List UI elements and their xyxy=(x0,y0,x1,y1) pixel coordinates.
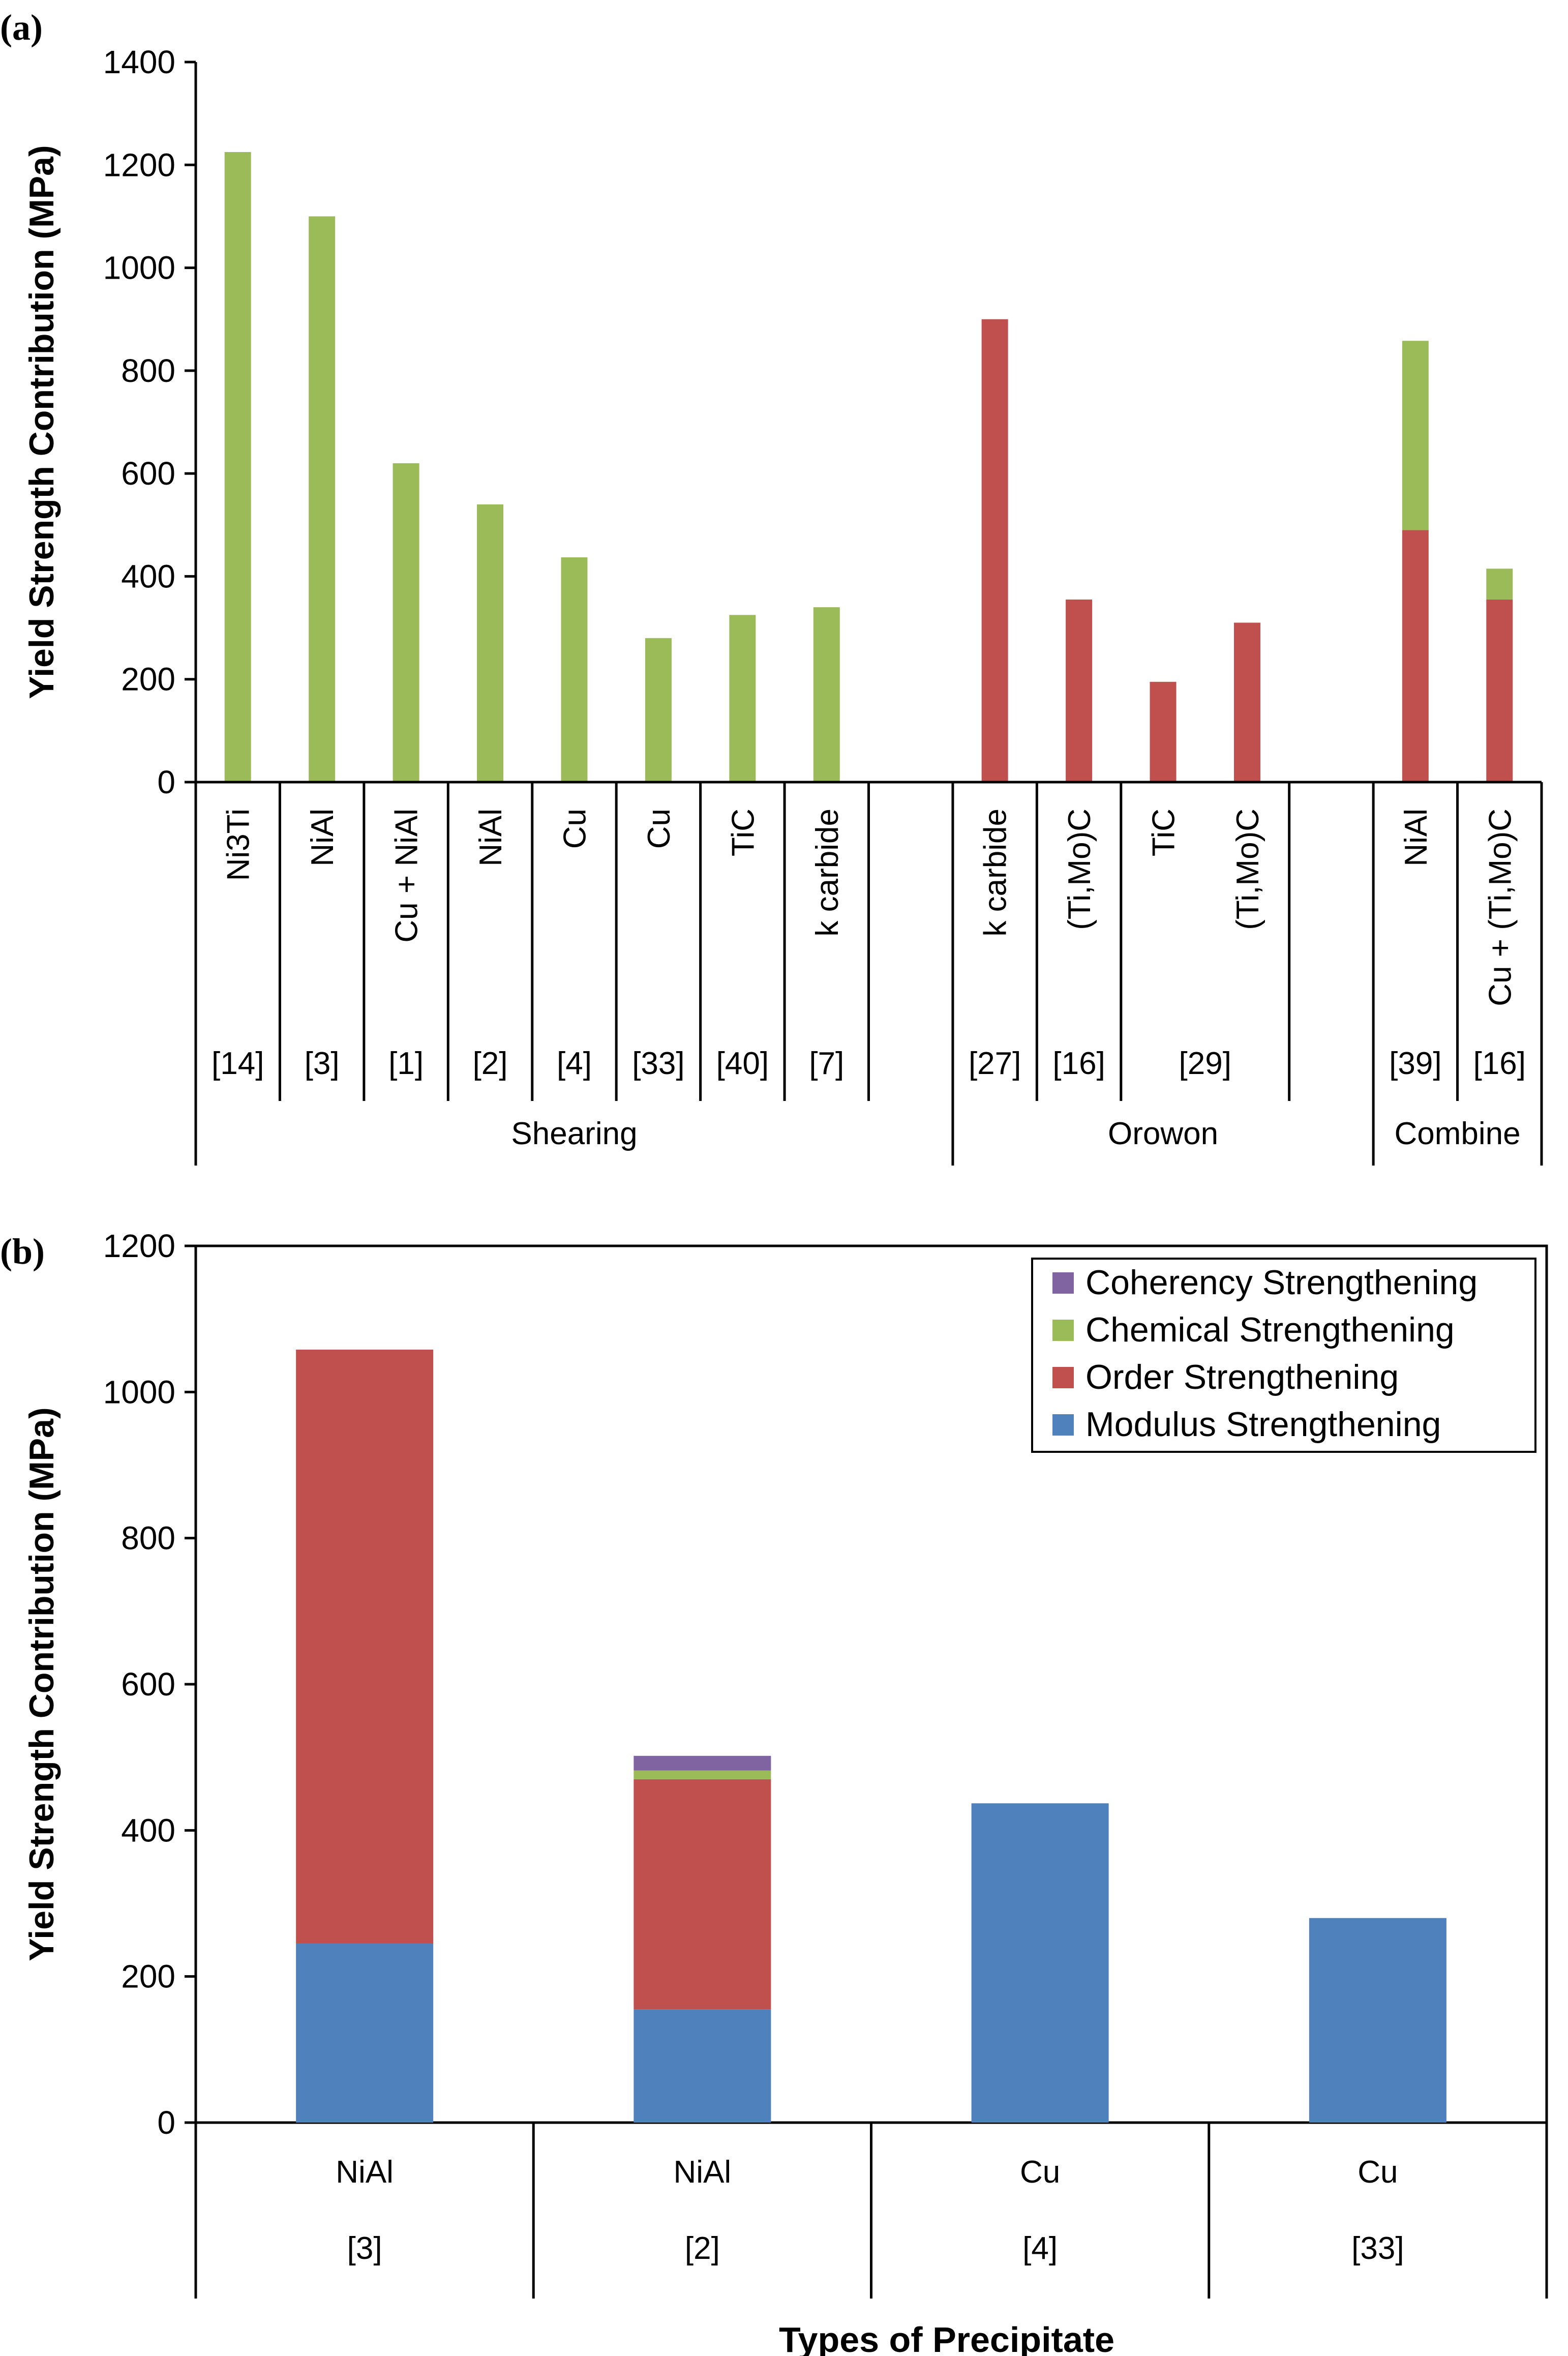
panel-a-category-label: TiC xyxy=(726,809,761,856)
panel-a-reference-label: [14] xyxy=(212,1046,264,1081)
panel-b-y-tick-label: 800 xyxy=(121,1520,175,1557)
panel-b-reference-label: [4] xyxy=(1022,2231,1058,2266)
panel-b-bar-coherency xyxy=(634,1755,771,1771)
panel-a-bar-chemical xyxy=(561,557,588,782)
panel-a-y-tick-label: 800 xyxy=(121,352,175,389)
panel-a-bar-order xyxy=(1150,681,1177,782)
panel-a-reference-label: [16] xyxy=(1473,1046,1526,1081)
legend-label-chemical: Chemical Strengthening xyxy=(1085,1310,1455,1349)
panel-b-bar-modulus xyxy=(296,1944,434,2123)
panel-a-group-label: Shearing xyxy=(511,1116,637,1151)
legend-swatch-order xyxy=(1052,1367,1074,1388)
panel-b-legend: Coherency Strengthening Chemical Strengt… xyxy=(1031,1258,1536,1453)
panel-a-category-label: Ni3Ti xyxy=(221,809,256,881)
panel-b-bar-order xyxy=(634,1779,771,2010)
legend-swatch-chemical xyxy=(1052,1320,1074,1341)
panel-a-category-label: Cu + NiAl xyxy=(389,809,425,943)
panel-b-bar-modulus xyxy=(634,2009,771,2123)
panel-b-bar-modulus xyxy=(1309,1918,1446,2123)
panel-a-y-tick-label: 200 xyxy=(121,661,175,698)
panel-a-y-tick-label: 0 xyxy=(157,764,175,800)
panel-b-category-label: Cu xyxy=(1020,2155,1060,2190)
panel-a-reference-label: [7] xyxy=(809,1046,844,1081)
legend-box xyxy=(1031,1258,1536,1453)
panel-a-category-label: (Ti,Mo)C xyxy=(1230,809,1265,930)
panel-a-bar-chemical xyxy=(224,152,251,782)
panel-a-reference-label: [29] xyxy=(1179,1046,1231,1081)
panel-a-bar-order xyxy=(1066,599,1093,782)
panel-a-category-label: Cu xyxy=(557,809,592,849)
panel-a-reference-label: [16] xyxy=(1052,1046,1105,1081)
panel-a-bar-chemical xyxy=(393,463,419,782)
panel-a-bar-chemical xyxy=(309,216,336,782)
panel-a-category-label: Cu + (Ti,Mo)C xyxy=(1483,809,1518,1006)
panel-b-bar-modulus xyxy=(971,1803,1109,2123)
panel-b-category-label: Cu xyxy=(1358,2155,1398,2190)
legend-swatch-coherency xyxy=(1052,1272,1074,1294)
panel-a-reference-label: [40] xyxy=(716,1046,769,1081)
panel-b-y-tick-label: 1000 xyxy=(103,1374,175,1410)
panel-a-bar-chemical xyxy=(645,638,672,782)
panel-b-reference-label: [3] xyxy=(347,2231,382,2266)
panel-a-reference-label: [3] xyxy=(305,1046,340,1081)
panel-b-category-label: NiAl xyxy=(336,2155,394,2190)
legend-swatch-modulus xyxy=(1052,1414,1074,1436)
panel-a-group-label: Orowon xyxy=(1108,1116,1218,1151)
panel-a-y-tick-label: 1200 xyxy=(103,146,175,183)
panel-a-category-label: NiAl xyxy=(305,809,340,867)
legend-label-coherency: Coherency Strengthening xyxy=(1085,1263,1477,1302)
panel-a-bar-order xyxy=(1402,530,1429,782)
panel-b-label: (b) xyxy=(0,1231,45,1272)
panel-b-bar-chemical xyxy=(634,1770,771,1779)
panel-a-reference-label: [1] xyxy=(388,1046,424,1081)
panel-b-y-tick-label: 1200 xyxy=(103,1228,175,1264)
panel-b-reference-label: [33] xyxy=(1351,2231,1404,2266)
panel-a-y-tick-label: 600 xyxy=(121,455,175,492)
panel-b-y-tick-label: 600 xyxy=(121,1666,175,1703)
panel-b-y-tick-label: 200 xyxy=(121,1958,175,1995)
panel-b-bar-order xyxy=(296,1350,434,1944)
panel-a-y-tick-label: 400 xyxy=(121,558,175,594)
panel-a-category-label: k carbide xyxy=(810,809,845,937)
panel-a-bar-chemical xyxy=(1402,341,1429,530)
panel-a-bar-chemical xyxy=(1486,569,1513,600)
panel-a-y-tick-label: 1400 xyxy=(103,44,175,80)
panel-a-category-label: Cu xyxy=(642,809,677,849)
panel-a-reference-label: [33] xyxy=(632,1046,684,1081)
panel-a-category-label: NiAl xyxy=(473,809,508,867)
panel-a-bar-order xyxy=(1233,622,1260,782)
panel-a-group-label: Combine xyxy=(1395,1116,1521,1151)
legend-label-order: Order Strengthening xyxy=(1085,1358,1399,1396)
panel-a-y-axis-title: Yield Strength Contribution (MPa) xyxy=(22,145,61,699)
panel-a-bar-chemical xyxy=(477,504,504,782)
panel-a-y-tick-label: 1000 xyxy=(103,250,175,286)
panel-a-category-label: NiAl xyxy=(1399,809,1434,867)
panel-a-bar-chemical xyxy=(729,615,756,782)
panel-a-bar-order xyxy=(981,319,1008,782)
panel-a-label: (a) xyxy=(0,7,43,48)
panel-a-category-label: TiC xyxy=(1147,809,1182,856)
panel-a-bar-chemical xyxy=(813,607,840,782)
legend-label-modulus: Modulus Strengthening xyxy=(1085,1405,1441,1444)
panel-b-y-axis-title: Yield Strength Contribution (MPa) xyxy=(22,1407,61,1961)
panel-a-chart: (a) Yield Strength Contribution (MPa) 0 2… xyxy=(0,7,1543,1166)
panel-a-category-label: (Ti,Mo)C xyxy=(1062,809,1097,930)
panel-a-reference-label: [39] xyxy=(1389,1046,1441,1081)
panel-b-y-tick-label: 400 xyxy=(121,1812,175,1848)
panel-b-x-axis-title: Types of Precipitate xyxy=(779,2320,1114,2356)
panel-a-category-label: k carbide xyxy=(978,809,1013,937)
panel-a-reference-label: [4] xyxy=(557,1046,592,1081)
panel-a-reference-label: [2] xyxy=(473,1046,508,1081)
panel-a-bar-order xyxy=(1486,599,1513,782)
panel-b-chart: (b) Yield Strength Contribution (MPa) 0 2… xyxy=(0,1228,1548,2356)
panel-b-y-tick-label: 0 xyxy=(157,2104,175,2141)
panel-a-reference-label: [27] xyxy=(969,1046,1021,1081)
panel-b-reference-label: [2] xyxy=(685,2231,720,2266)
panel-b-category-label: NiAl xyxy=(674,2155,732,2190)
